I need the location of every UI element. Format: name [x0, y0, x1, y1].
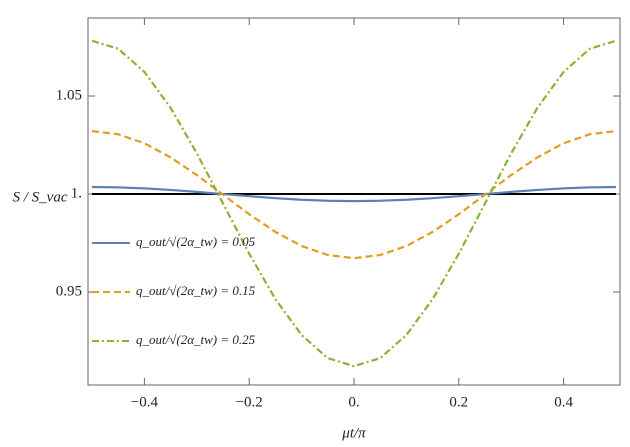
legend-label: q_out/√(2α_tw) = 0.05 [136, 234, 256, 249]
legend-label: q_out/√(2α_tw) = 0.25 [136, 332, 256, 347]
y-tick-label: 0.95 [56, 284, 82, 300]
legend-label: q_out/√(2α_tw) = 0.15 [136, 283, 256, 298]
x-tick-label: −0.4 [131, 394, 159, 410]
series-line [91, 130, 617, 260]
y-axis-label: S / S_vac [13, 189, 68, 205]
x-tick-label: 0.4 [554, 394, 573, 410]
y-tick-label: 1.05 [56, 87, 82, 103]
y-tick-label: 1. [71, 185, 82, 201]
series-line [91, 185, 617, 203]
series-line [91, 39, 617, 368]
x-axis-label: μt/π [341, 425, 366, 441]
x-tick-label: 0. [348, 394, 359, 410]
x-tick-label: −0.2 [236, 394, 263, 410]
x-tick-label: 0.2 [449, 394, 468, 410]
